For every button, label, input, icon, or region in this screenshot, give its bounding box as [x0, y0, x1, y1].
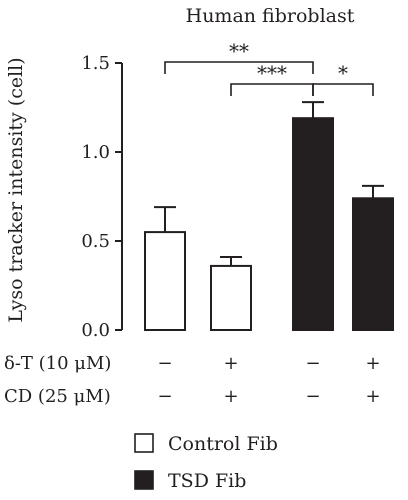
significance-bracket — [312, 83, 374, 96]
y-tick-label: 1.0 — [81, 142, 110, 163]
condition-value: − — [157, 386, 172, 407]
legend: Control Fib TSD Fib — [134, 433, 278, 492]
condition-label: CD (25 μM) — [4, 386, 111, 407]
condition-value: + — [223, 353, 238, 374]
condition-label: δ-T (10 μM) — [4, 353, 111, 374]
condition-value: + — [365, 353, 380, 374]
bar — [210, 264, 252, 332]
condition-value: − — [157, 353, 172, 374]
significance-bracket — [164, 61, 314, 74]
condition-table: δ-T (10 μM) − + − + CD (25 μM) − + − + — [4, 353, 381, 407]
y-axis: 0.0 0.5 1.0 1.5 — [81, 53, 123, 341]
chart-title: Human fibroblast — [186, 5, 355, 27]
condition-value: − — [305, 386, 320, 407]
bars-group — [144, 101, 394, 332]
y-tick-label: 0.5 — [81, 231, 110, 252]
significance-label: *** — [257, 61, 287, 85]
y-axis-label: Lyso tracker intensity (cell) — [5, 57, 27, 322]
significance-label: ** — [229, 39, 249, 63]
legend-swatch — [134, 470, 154, 490]
legend-label: Control Fib — [168, 433, 278, 455]
legend-swatch — [134, 433, 154, 453]
significance-brackets: ***** * — [164, 39, 374, 96]
y-tick-label: 1.5 — [81, 53, 110, 74]
condition-value: + — [365, 386, 380, 407]
bar — [144, 231, 186, 332]
bar — [352, 197, 394, 331]
significance-label: * — [338, 61, 348, 85]
y-tick-label: 0.0 — [81, 320, 110, 341]
legend-label: TSD Fib — [168, 470, 246, 492]
significance-bracket — [230, 83, 314, 96]
condition-value: − — [305, 353, 320, 374]
condition-value: + — [223, 386, 238, 407]
bar — [292, 117, 334, 332]
